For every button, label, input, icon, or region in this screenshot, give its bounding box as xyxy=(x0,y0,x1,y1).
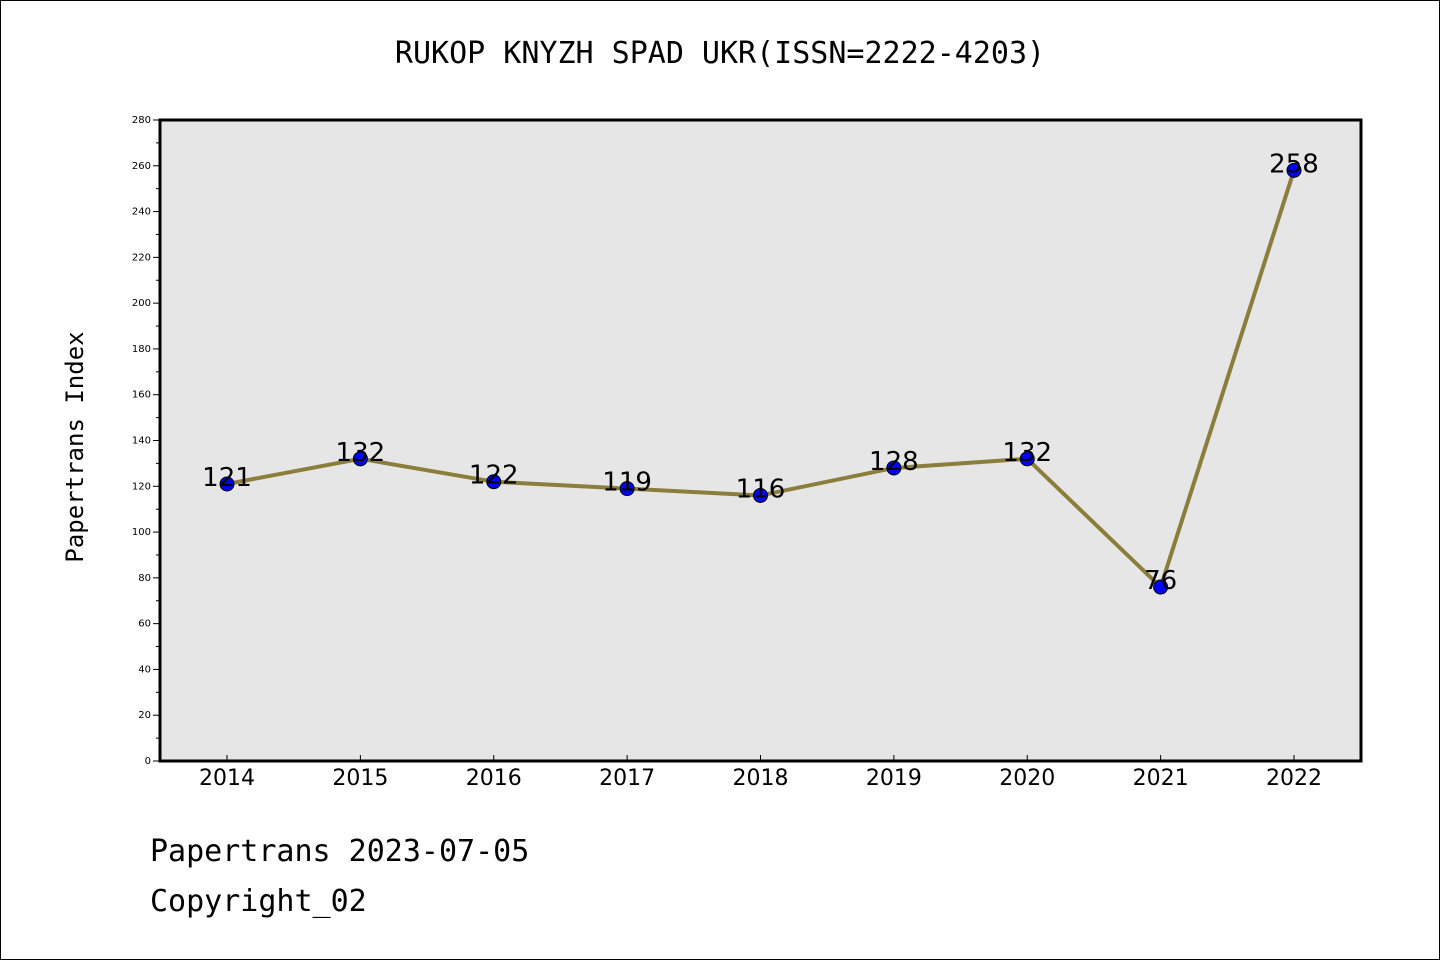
y-tick-label: 80 xyxy=(138,573,151,584)
data-label: 116 xyxy=(736,474,786,504)
y-tick-label: 120 xyxy=(132,481,151,492)
x-tick-label: 2018 xyxy=(733,766,789,791)
y-tick-label: 40 xyxy=(138,664,151,675)
data-label: 119 xyxy=(602,468,652,498)
y-tick-label: 160 xyxy=(132,390,151,401)
data-point xyxy=(1286,162,1302,178)
y-tick-label: 240 xyxy=(132,207,151,218)
data-label: 121 xyxy=(202,463,252,493)
y-tick-label: 220 xyxy=(132,252,151,263)
plot-area xyxy=(158,118,1363,763)
y-tick-label: 0 xyxy=(145,756,151,767)
data-point xyxy=(1019,451,1035,467)
y-tick-label: 60 xyxy=(138,619,151,630)
data-point xyxy=(753,487,768,503)
chart-title: RUKOP KNYZH SPAD UKR(ISSN=2222-4203) xyxy=(394,36,1046,71)
x-axis: 2014 2015 2016 2017 2018 2019 2020 2021 2022 xyxy=(199,755,1322,791)
x-tick-label: 2021 xyxy=(1133,766,1189,791)
data-point xyxy=(352,451,368,467)
x-tick-label: 2022 xyxy=(1266,766,1322,791)
data-label: 132 xyxy=(336,438,386,468)
data-labels: 121 132 122 119 116 128 132 76 258 xyxy=(202,149,1319,596)
data-point xyxy=(1153,579,1169,595)
data-label: 258 xyxy=(1269,149,1319,179)
x-tick-label: 2016 xyxy=(466,766,522,791)
footer-date: Papertrans 2023-07-05 xyxy=(150,834,530,869)
y-tick-label: 100 xyxy=(132,527,151,538)
y-tick-label: 180 xyxy=(132,344,151,355)
y-tick-label: 260 xyxy=(132,161,151,172)
x-tick-label: 2019 xyxy=(866,766,922,791)
data-label: 122 xyxy=(469,461,519,491)
data-point xyxy=(486,474,502,490)
data-label: 128 xyxy=(869,447,919,477)
data-point xyxy=(886,460,902,476)
data-point xyxy=(219,476,235,492)
series-points xyxy=(219,162,1302,595)
y-tick-label: 140 xyxy=(132,436,151,447)
data-label: 132 xyxy=(1002,438,1052,468)
x-tick-label: 2015 xyxy=(332,766,388,791)
data-point xyxy=(619,481,635,497)
x-tick-label: 2020 xyxy=(999,766,1055,791)
data-label: 76 xyxy=(1144,566,1177,596)
y-axis: 0 20 40 60 80 100 120 140 160 180 200 220 240 260 280 xyxy=(132,115,160,767)
x-tick-label: 2014 xyxy=(199,766,255,791)
footer-copyright: Copyright_02 xyxy=(150,884,367,919)
x-tick-label: 2017 xyxy=(599,766,655,791)
y-tick-label: 200 xyxy=(132,298,151,309)
y-tick-label: 280 xyxy=(132,115,151,126)
y-tick-label: 20 xyxy=(138,710,151,721)
